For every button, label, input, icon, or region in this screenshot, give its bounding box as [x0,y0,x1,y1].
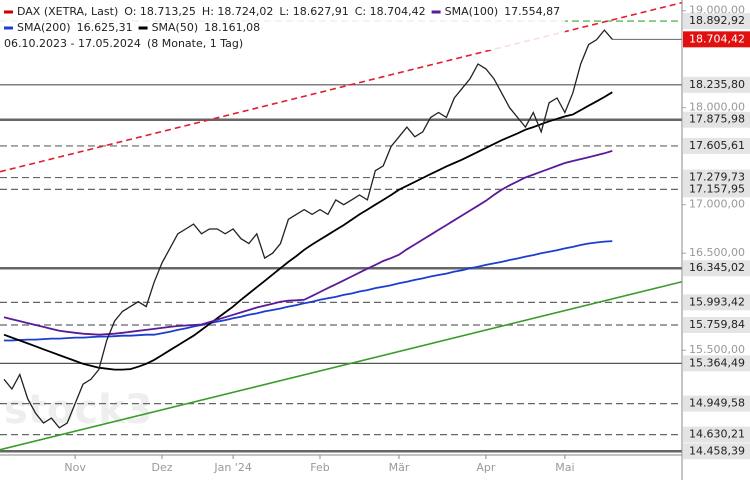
level-label: 17.279,73 [689,171,745,184]
x-tick-label: Dez [151,461,172,474]
level-label: 14.458,39 [689,444,745,457]
y-tick-label: 15.500,00 [689,343,745,356]
level-label-box [683,294,750,311]
legend-value: 17.554,87 [504,5,560,18]
sma-line [3,150,613,336]
legend-label: SMA(50) [152,21,199,34]
level-label: 17.605,61 [689,139,745,152]
level-label: 18.704,42 [689,32,745,45]
level-label: 14.630,21 [689,428,745,441]
header-bg [0,2,565,50]
x-tick-label: Apr [476,461,496,474]
legend-value: 18.161,08 [204,21,260,34]
header: DAX (XETRA, Last) O: 18.713,25 H: 18.724,0… [0,2,565,50]
level-label: 15.364,49 [689,356,745,369]
legend-label: SMA(200) [17,21,71,34]
trend-line [0,280,683,451]
y-tick-label: 18.000,00 [689,101,745,114]
legend-swatch [138,26,148,30]
level-label-box [683,260,750,277]
level-label: 14.949,58 [689,397,745,410]
level-label: 17.875,98 [689,113,745,126]
ohlc-label: C: 18.704,42 [355,5,426,18]
chart-title: DAX (XETRA, Last) [17,5,118,18]
x-tick-label: Mär [389,461,410,474]
level-label-box [683,137,750,154]
level-label-box [683,181,750,198]
legend-label: SMA(100) [445,5,499,18]
x-tick-label: Nov [64,461,86,474]
legend-swatch [4,26,13,30]
level-label-box [683,395,750,412]
sma-line [4,240,613,342]
period-note: (8 Monate, 1 Tag) [147,37,243,50]
level-label: 18.892,92 [689,14,745,27]
sma-line [3,91,613,371]
price-line [3,29,613,429]
level-label: 15.993,42 [689,295,745,308]
ohlc-label: O: 18.713,25 [124,5,196,18]
y-tick-label: 17.000,00 [689,198,745,211]
legend-value: 16.625,31 [77,21,133,34]
level-label-box [683,13,750,30]
level-label-box [683,426,750,443]
legend-swatch [431,10,441,14]
x-tick-label: Feb [310,461,329,474]
ohlc-label: H: 18.724,02 [202,5,273,18]
ohlc-label: L: 18.627,91 [279,5,348,18]
level-label: 15.759,84 [689,318,745,331]
level-label-box [683,111,750,128]
period: 06.10.2023 - 17.05.2024 [4,37,141,50]
level-label: 16.345,02 [689,261,745,274]
level-label: 17.157,95 [689,182,745,195]
level-label-box [683,76,750,93]
x-tick-label: Jan '24 [213,461,251,474]
trend-line [0,1,683,173]
level-label: 18.235,80 [689,78,745,91]
y-tick-label: 16.500,00 [689,246,745,259]
legend-swatch [4,10,13,14]
level-label-box [683,355,750,372]
x-tick-label: Mai [555,461,574,474]
level-label-box [683,317,750,334]
level-label-box [683,443,750,460]
level-label-box [683,31,750,48]
